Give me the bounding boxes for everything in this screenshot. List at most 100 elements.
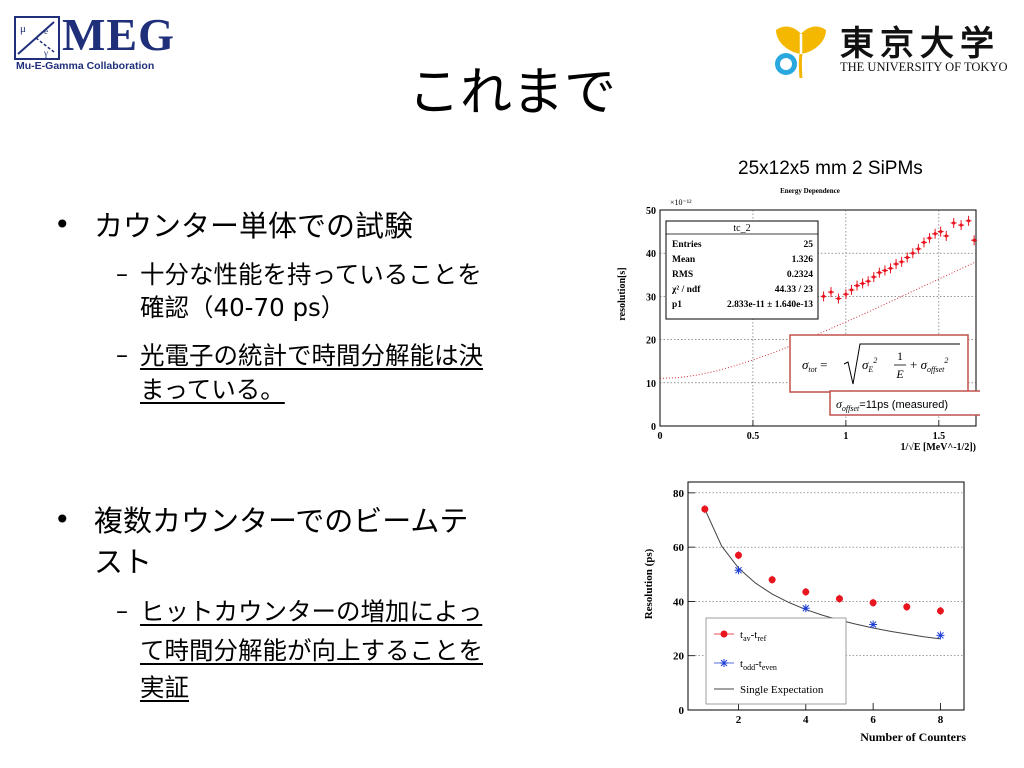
bullet-2-line-1: 複数カウンターでのビームテ — [94, 504, 469, 538]
chart-1-formula-box: σtot = σE2 1 E + σoffset2 — [789, 334, 969, 393]
legend-label-2: todd-teven — [740, 658, 777, 672]
svg-text:γ: γ — [43, 48, 48, 58]
chart-1-x-tick: 1 — [843, 431, 848, 442]
chart-2-y-tick: 40 — [673, 596, 685, 608]
chart-2-point-av-ref — [802, 587, 810, 596]
chart-1-data-point — [971, 235, 978, 246]
chart-2-y-tick: 60 — [673, 542, 685, 554]
chart-2-y-tick: 0 — [679, 705, 685, 717]
chart-1-data-point — [950, 217, 957, 228]
chart-1-fit-line — [659, 261, 977, 379]
chart-1-data-point — [859, 278, 866, 289]
chart-2-point-odd-even — [936, 631, 945, 640]
chart-1-data-point — [893, 259, 900, 269]
chart-1-data-point — [943, 230, 950, 241]
chart-1-x-tick: 0 — [658, 431, 663, 442]
meg-logo-subtitle: Mu-E-Gamma Collaboration — [16, 60, 155, 72]
chart-2-point-odd-even — [801, 604, 810, 613]
chart-1-y-tick: 0 — [651, 422, 656, 433]
stats-row-label: p1 — [672, 300, 682, 310]
ginkgo-leaf-icon — [775, 26, 826, 79]
chart-1-data-point — [909, 248, 916, 259]
meg-logo-text: MEG — [62, 9, 175, 60]
stats-row-value: 44.33 / 23 — [775, 285, 814, 295]
chart-2-point-av-ref — [835, 594, 843, 603]
sub-3-line-1: ヒットカウンターの増加によっ — [140, 597, 483, 626]
chart-1-data-point — [876, 267, 883, 278]
chart-1-data-point — [835, 293, 842, 304]
chart-1-caption: 25x12x5 mm 2 SiPMs — [738, 158, 923, 179]
chart-1-x-tick: 0.5 — [747, 431, 760, 442]
chart-2-y-tick: 80 — [673, 488, 685, 500]
chart-1-frame — [659, 209, 977, 427]
legend-label-1: tav-tref — [740, 629, 767, 643]
chart-1-data-point — [898, 256, 905, 267]
chart-1-data-point — [828, 287, 835, 298]
chart-1-data-point — [887, 263, 894, 274]
chart-2-point-odd-even — [869, 620, 878, 629]
chart-1-data-point — [926, 233, 933, 244]
chart-1-data-point — [848, 284, 855, 295]
svg-text:σoffset=11ps (measured): σoffset=11ps (measured) — [836, 397, 948, 413]
chart-1-data-point — [965, 215, 972, 226]
sub-2-line-1: 光電子の統計で時間分解能は決 — [140, 341, 483, 370]
sub-3-line-2: て時間分解能が向上することを — [140, 636, 483, 665]
chart-2-y-tick: 20 — [673, 651, 685, 663]
stats-row-label: χ² / ndf — [671, 285, 701, 295]
chart-1-y-tick: 30 — [646, 292, 656, 303]
chart-1-data-point — [881, 265, 888, 276]
formula-num: 1 — [897, 349, 903, 363]
chart-1-y-tick: 40 — [646, 249, 656, 260]
chart-1-title: Energy Dependence — [780, 187, 840, 195]
chart-2-point-av-ref — [903, 602, 911, 611]
bullet-dot: • — [54, 208, 71, 241]
chart-1-data-point — [870, 271, 877, 282]
chart-1-data-point — [937, 226, 944, 237]
chart-1-y-tick: 20 — [646, 336, 656, 347]
chart-2-ylabel: Resolution (ps) — [643, 548, 655, 619]
chart-2-x-tick: 4 — [803, 714, 809, 726]
chart-1-data-point — [904, 252, 911, 263]
svg-text:e: e — [44, 26, 48, 36]
chart-2-point-av-ref — [701, 505, 709, 514]
stats-row-label: Mean — [672, 255, 696, 265]
meg-logo: μ e γ MEG Mu-E-Gamma Collaboration — [14, 9, 194, 76]
chart-1-exponent: ×10⁻¹² — [670, 198, 692, 207]
bullet-2-line-2: スト — [94, 545, 153, 579]
bullet-dot: • — [54, 503, 71, 536]
chart-1-data-point — [854, 280, 861, 291]
chart-1-data-point — [920, 237, 927, 248]
chart-1-data-point — [958, 220, 965, 231]
formula-term-e: σE2 — [862, 356, 877, 374]
chart-1-data-point — [932, 228, 939, 239]
stats-row-label: Entries — [672, 240, 702, 250]
chart-1-data-point — [820, 291, 827, 302]
chart-2-x-tick: 6 — [870, 714, 876, 726]
sub-dash: – — [116, 341, 128, 369]
chart-2-point-odd-even — [734, 566, 743, 575]
chart-1-stats-box: tc_2 Entries 25 Mean 1.326 RMS 0.2324 χ² / ndf… — [665, 220, 819, 320]
sub-1-line-2: 確認（40-70 ps） — [140, 293, 346, 322]
chart-2-frame — [687, 481, 965, 711]
chart-2-point-av-ref — [768, 575, 776, 584]
chart-2-point-av-ref — [936, 606, 944, 615]
chart-1-data-point — [842, 289, 849, 300]
chart-1-offset-note: σoffset=11ps (measured) — [829, 390, 980, 416]
chart-2-xlabel: Number of Counters — [860, 730, 966, 744]
energy-dependence-chart: Energy Dependence ×10⁻¹² resolution[s] 1… — [617, 187, 980, 453]
stats-row-value: 25 — [804, 240, 814, 250]
sub-dash: – — [116, 260, 128, 288]
stats-row-value: 0.2324 — [787, 270, 813, 280]
chart-1-data-point — [865, 276, 872, 287]
sub-1-line-1: 十分な性能を持っていることを — [140, 260, 482, 289]
counters-resolution-chart: Resolution (ps) Number of Counters 0 20 40… — [643, 481, 966, 744]
university-name-en: THE UNIVERSITY OF TOKYO — [840, 60, 1008, 74]
legend-marker-star — [714, 659, 734, 667]
chart-2-x-tick: 8 — [938, 714, 944, 726]
svg-text:μ: μ — [20, 23, 26, 35]
formula-lhs: σtot = — [802, 357, 827, 374]
chart-1-data-point — [915, 243, 922, 254]
formula-den: E — [895, 367, 904, 381]
chart-1-xlabel: 1/√E [MeV^-1/2]) — [901, 442, 976, 453]
chart-1-ylabel: resolution[s] — [617, 267, 628, 320]
